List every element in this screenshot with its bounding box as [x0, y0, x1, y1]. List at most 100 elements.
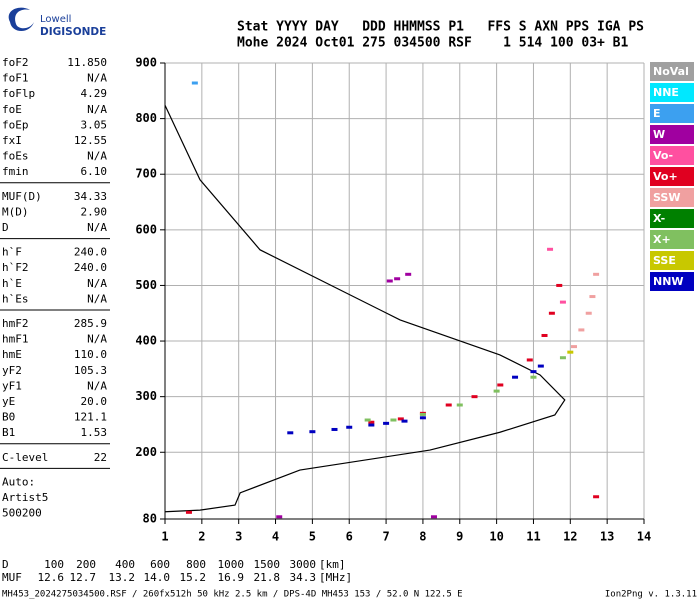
- param-value: 20.0: [81, 395, 108, 408]
- x-tick-label: 10: [489, 530, 503, 544]
- y-tick-label: 500: [135, 278, 157, 292]
- table-value: 600: [150, 558, 170, 571]
- param-name: foEs: [2, 150, 29, 163]
- echo-point: [593, 272, 600, 276]
- legend-label: E: [653, 107, 661, 120]
- param-name: yF2: [2, 364, 22, 377]
- echo-point: [331, 427, 338, 431]
- echo-point: [386, 279, 393, 283]
- y-tick-label: 800: [135, 111, 157, 125]
- param-name: foF2: [2, 56, 29, 69]
- echo-point: [405, 272, 412, 276]
- echo-point: [390, 418, 397, 422]
- param-value: 3.05: [81, 118, 108, 131]
- param-value: 4.29: [81, 87, 108, 100]
- echo-point: [556, 283, 563, 287]
- legend-swatch: [650, 251, 694, 270]
- echo-point: [493, 389, 500, 393]
- echo-point: [585, 311, 592, 315]
- echo-point: [471, 395, 478, 399]
- legend-label: W: [653, 128, 665, 141]
- param-name: hmF1: [2, 333, 29, 346]
- echo-point: [430, 515, 437, 519]
- param-name: D: [2, 221, 9, 234]
- echo-point: [530, 375, 537, 379]
- echo-point: [394, 277, 401, 281]
- table-value: 3000: [290, 558, 317, 571]
- echo-point: [287, 431, 294, 435]
- param-name: fxI: [2, 134, 22, 147]
- echo-point: [497, 383, 504, 387]
- echo-point: [567, 350, 574, 354]
- logo-icon: [8, 7, 34, 31]
- table-value: 400: [115, 558, 135, 571]
- echo-point: [346, 425, 353, 429]
- legend-label: NNE: [653, 86, 679, 99]
- param-value: N/A: [87, 103, 107, 116]
- table-value: 1500: [254, 558, 281, 571]
- table-label: D: [2, 558, 9, 571]
- x-tick-label: 11: [526, 530, 540, 544]
- param-name: yE: [2, 395, 15, 408]
- y-tick-label: 600: [135, 222, 157, 236]
- header-line: Stat YYYY DAY DDD HHMMSS P1 FFS S AXN PP…: [237, 20, 644, 35]
- param-value: 110.0: [74, 348, 107, 361]
- footer-right: Ion2Png v. 1.3.11: [605, 590, 697, 600]
- y-tick-label: 80: [143, 512, 157, 526]
- y-tick-label: 200: [135, 445, 157, 459]
- table-unit: [km]: [319, 558, 346, 571]
- table-value: 21.8: [254, 571, 281, 584]
- echo-point: [541, 333, 548, 337]
- table-value: 200: [76, 558, 96, 571]
- legend-label: NoVal: [653, 65, 689, 78]
- x-tick-label: 6: [346, 530, 353, 544]
- param-name: 500200: [2, 507, 42, 520]
- echo-point: [548, 311, 555, 315]
- echo-point: [593, 495, 600, 499]
- param-value: 105.3: [74, 364, 107, 377]
- echo-point: [570, 345, 577, 349]
- legend-swatch: [650, 125, 694, 144]
- param-name: h`F: [2, 246, 22, 259]
- param-name: h`E: [2, 277, 22, 290]
- table-value: 100: [44, 558, 64, 571]
- x-tick-label: 4: [272, 530, 279, 544]
- param-name: MUF(D): [2, 190, 42, 203]
- echo-point: [559, 356, 566, 360]
- echo-point: [445, 403, 452, 407]
- x-tick-label: 9: [456, 530, 463, 544]
- param-value: 240.0: [74, 246, 107, 259]
- x-tick-label: 7: [382, 530, 389, 544]
- echo-point: [419, 416, 426, 420]
- echo-point: [191, 81, 198, 85]
- table-value: 800: [186, 558, 206, 571]
- footer-left: MH453_2024275034500.RSF / 260fx512h 50 k…: [2, 590, 463, 600]
- legend-label: X+: [653, 233, 671, 246]
- param-name: M(D): [2, 205, 29, 218]
- param-name: foE: [2, 103, 22, 116]
- param-name: B1: [2, 426, 15, 439]
- x-tick-label: 2: [198, 530, 205, 544]
- echo-point: [397, 417, 404, 421]
- table-value: 12.6: [38, 571, 65, 584]
- echo-point: [185, 510, 192, 514]
- table-value: 14.0: [144, 571, 171, 584]
- echo-point: [368, 420, 375, 424]
- param-value: 11.850: [67, 56, 107, 69]
- legend-label: Vo+: [653, 170, 678, 183]
- param-name: hmF2: [2, 317, 29, 330]
- param-value: 2.90: [81, 205, 108, 218]
- y-tick-label: 700: [135, 167, 157, 181]
- param-value: N/A: [87, 72, 107, 85]
- param-name: C-level: [2, 451, 48, 464]
- param-value: 121.1: [74, 411, 107, 424]
- y-tick-label: 300: [135, 389, 157, 403]
- legend-swatch: [650, 146, 694, 165]
- legend-swatch: [650, 188, 694, 207]
- param-name: foF1: [2, 72, 29, 85]
- param-value: N/A: [87, 292, 107, 305]
- param-value: N/A: [87, 277, 107, 290]
- legend-swatch: [650, 272, 694, 291]
- table-value: 15.2: [180, 571, 207, 584]
- param-name: foEp: [2, 118, 29, 131]
